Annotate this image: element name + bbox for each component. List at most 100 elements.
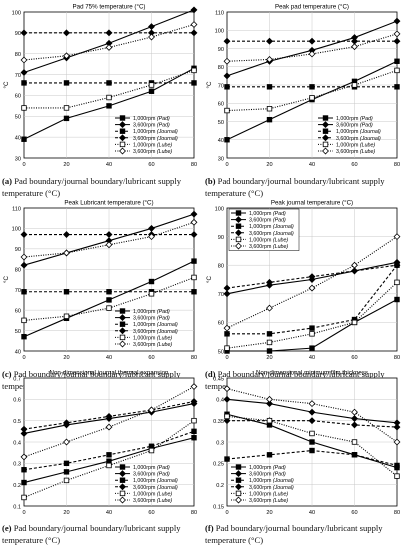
chart-e-series-5-point: [106, 462, 112, 469]
chart-f-series-4-point: [308, 417, 316, 425]
chart-f-ytick-label: 0.2: [216, 483, 224, 489]
chart-a-series-4-point: [105, 29, 113, 37]
chart-e-ytick-label: 0.5: [13, 419, 21, 425]
chart-d-legend-marker: [235, 210, 242, 216]
chart-e-series-3-point: [191, 428, 197, 435]
chart-d-series-1-point: [266, 348, 273, 354]
chart-b-legend-label: 1,000rpm (Lube): [336, 142, 375, 148]
chart-a-ytick-label: 60: [15, 94, 21, 100]
chart-c-ytick-label: 90: [15, 247, 21, 253]
chart-a-series-6-point: [105, 44, 113, 51]
chart-b-series-5-point: [394, 67, 400, 74]
chart-c-series-1-point: [148, 278, 155, 285]
chart-d-legend-label: 3,600rpm (Lube): [249, 244, 288, 250]
chart-e-series-5-point: [21, 494, 27, 501]
chart-e-legend-label: 1,000rpm (Pad): [133, 465, 170, 471]
chart-f-ytick-label: 0.45: [213, 376, 224, 382]
chart-c-series-1-point: [191, 258, 197, 264]
chart-b-series-6-point: [393, 30, 401, 38]
chart-c-xtick-label: 60: [148, 355, 154, 361]
chart-a-ylabel: °C: [3, 81, 10, 88]
chart-b-xtick-label: 20: [266, 162, 272, 168]
chart-c-series-4-point: [105, 231, 113, 238]
chart-c-series-6-point: [20, 253, 28, 261]
chart-c-series-3-point: [106, 289, 112, 295]
chart-b-svg: 30 40 50 60 70 80 90 100 110 0 20 40 60 80 Peak pad te…: [206, 4, 401, 168]
chart-a-series-5-point: [21, 105, 27, 111]
chart-f-series-5-point: [394, 473, 400, 479]
chart-c-legend-label: 1,000rpm (Pad): [133, 309, 170, 315]
chart-b-series-6-point: [266, 56, 273, 63]
chart-c-ytick-label: 110: [12, 206, 21, 212]
chart-d-series-3-point: [266, 331, 273, 337]
chart-e-legend-marker: [119, 483, 126, 491]
chart-a-legend-marker: [119, 147, 126, 155]
chart-f-xtick-label: 60: [351, 510, 357, 516]
chart-e-legend-marker: [119, 477, 126, 483]
chart-e-legend-marker: [119, 464, 126, 470]
chart-a-xtick-label: 0: [22, 162, 25, 168]
chart-f-series-4-point: [351, 421, 358, 429]
chart-e-legend-label: 3,600rpm (Lube): [133, 498, 172, 504]
chart-a-legend-marker: [119, 134, 126, 142]
chart-f-series-3-point: [394, 462, 400, 469]
chart-d-legend-marker: [235, 216, 242, 224]
chart-f-ytick-label: 0.25: [213, 462, 224, 468]
chart-c-legend-marker: [119, 327, 126, 335]
chart-d-ytick-label: 80: [218, 264, 224, 270]
chart-f: 0.15 0.2 0.25 0.3 0.35 0.4 0.45 0 20 40 60 80 Non-di…: [203, 366, 403, 526]
chart-e-series-3-point: [106, 452, 112, 458]
chart-d-legend-label: 3,600rpm (Pad): [249, 218, 286, 224]
chart-f-xtick-label: 0: [225, 510, 228, 516]
chart-a-legend-label: 1,000rpm (Lube): [133, 142, 172, 148]
chart-e-ytick-label: 0.2: [13, 483, 21, 489]
chart-a-ytick-label: 100: [12, 10, 21, 16]
chart-c-series-5-point: [21, 317, 27, 324]
chart-b-ytick-label: 60: [218, 102, 224, 108]
chart-d-xtick-label: 0: [225, 355, 228, 361]
chart-d-series-5-line: [226, 281, 398, 349]
chart-b-series-3-point: [266, 84, 273, 90]
chart-f-ytick-label: 0.15: [213, 504, 224, 510]
chart-f-series-2-point: [351, 415, 358, 422]
chart-c-legend-label: 1,000rpm (Journal): [133, 322, 178, 328]
chart-f-legend-marker: [235, 464, 242, 470]
chart-d-legend: 1,000rpm (Pad)3,600rpm (Pad)1,000rpm (Jo…: [228, 208, 300, 251]
chart-b-series-1-point: [224, 137, 230, 143]
chart-f-series-6: [223, 385, 401, 446]
chart-c-legend-marker: [119, 340, 126, 348]
chart-b-legend-label: 1,000rpm (Journal): [336, 129, 381, 135]
chart-c-series-6-point: [63, 249, 70, 257]
chart-c-legend-marker: [119, 334, 126, 341]
chart-c-series-1-point: [106, 297, 112, 303]
chart-c-xtick-label: 0: [22, 355, 25, 361]
chart-f-series-5: [224, 413, 400, 479]
chart-b-series-4-point: [223, 37, 231, 45]
chart-a-series-5-point: [106, 94, 112, 101]
chart-d-series-4-point: [393, 261, 401, 269]
chart-f-series-3: [224, 447, 400, 469]
chart-b-ytick-label: 40: [218, 138, 224, 144]
chart-e-legend-label: 1,000rpm (Lube): [133, 491, 172, 497]
chart-d-title: Peak journal temperature (°C): [271, 200, 353, 207]
chart-e-xtick-label: 80: [191, 510, 197, 516]
chart-a-ytick-label: 30: [15, 156, 21, 162]
chart-f-series-2: [223, 395, 401, 427]
caption-a-label: (a): [2, 176, 13, 186]
chart-d-xtick-label: 80: [394, 355, 400, 361]
chart-a-series-1-point: [148, 88, 155, 94]
chart-b-legend: 1,000rpm (Pad)3,600rpm (Pad)1,000rpm (Jo…: [318, 115, 381, 155]
chart-a-legend: 1,000rpm (Pad)3,600rpm (Pad)1,000rpm (Jo…: [115, 115, 178, 155]
chart-a-ytick-label: 90: [15, 31, 21, 37]
chart-c-xtick-label: 80: [191, 355, 197, 361]
chart-d-legend-marker: [235, 229, 242, 237]
chart-d-legend-marker: [235, 223, 242, 229]
chart-b-series-6-point: [308, 50, 316, 58]
chart-b-series-4-point: [393, 37, 401, 45]
chart-a-legend-marker: [119, 115, 126, 121]
caption-f-label: (f): [205, 523, 214, 533]
chart-f-legend-label: 3,600rpm (Journal): [249, 485, 294, 491]
chart-a-series-6-point: [63, 52, 70, 60]
chart-d-ytick-label: 60: [218, 321, 224, 327]
chart-f-svg: 0.15 0.2 0.25 0.3 0.35 0.4 0.45 0 20 40 60 80 Non-di…: [213, 370, 401, 516]
